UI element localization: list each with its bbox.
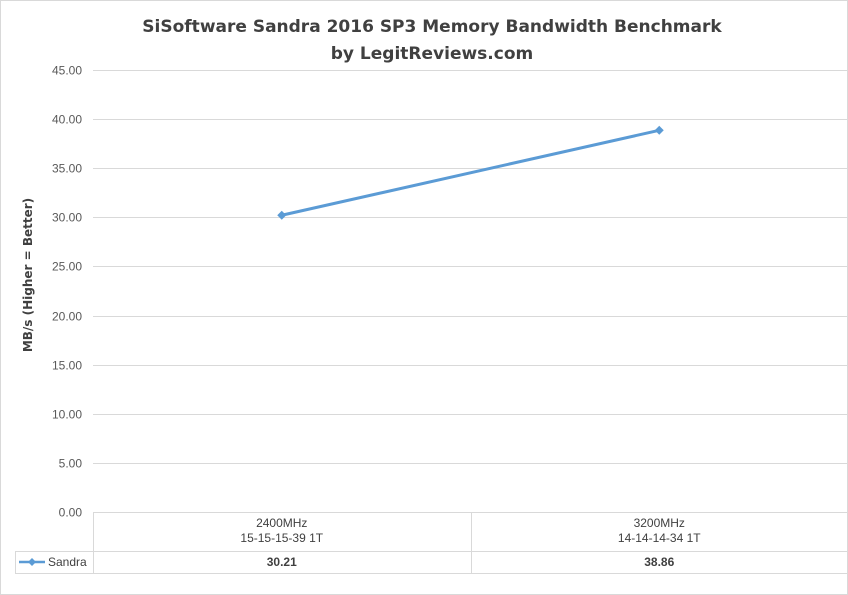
y-tick-label: 35.00 [52, 162, 82, 176]
y-tick-label: 45.00 [52, 64, 82, 78]
y-tick-label: 5.00 [59, 457, 83, 471]
y-tick-label: 40.00 [52, 113, 82, 127]
y-tick-label: 20.00 [52, 310, 82, 324]
y-tick-label: 30.00 [52, 211, 82, 225]
series-line [280, 128, 661, 217]
x-category-label: 3200MHz [634, 516, 685, 530]
data-point [277, 210, 287, 220]
x-category-label: 2400MHz [256, 516, 307, 530]
y-tick-label: 0.00 [59, 506, 83, 520]
y-axis-label: MB/s (Higher = Better) [21, 198, 35, 352]
legend-marker [28, 558, 36, 566]
legend-label: Sandra [48, 555, 87, 569]
y-tick-label: 25.00 [52, 260, 82, 274]
y-tick-label: 15.00 [52, 359, 82, 373]
chart-subtitle: by LegitReviews.com [331, 44, 533, 64]
data-value-label: 30.21 [267, 555, 297, 569]
chart-title: SiSoftware Sandra 2016 SP3 Memory Bandwi… [142, 17, 722, 37]
gridlines: 0.00 5.00 10.00 15.00 20.00 25.00 30.00 35.00 40… [52, 64, 848, 520]
y-tick-label: 10.00 [52, 408, 82, 422]
series-layer [277, 125, 664, 220]
data-point [654, 125, 664, 135]
x-category-label: 14-14-14-34 1T [618, 531, 701, 545]
x-category-label: 15-15-15-39 1T [240, 531, 323, 545]
data-value-label: 38.86 [644, 555, 674, 569]
